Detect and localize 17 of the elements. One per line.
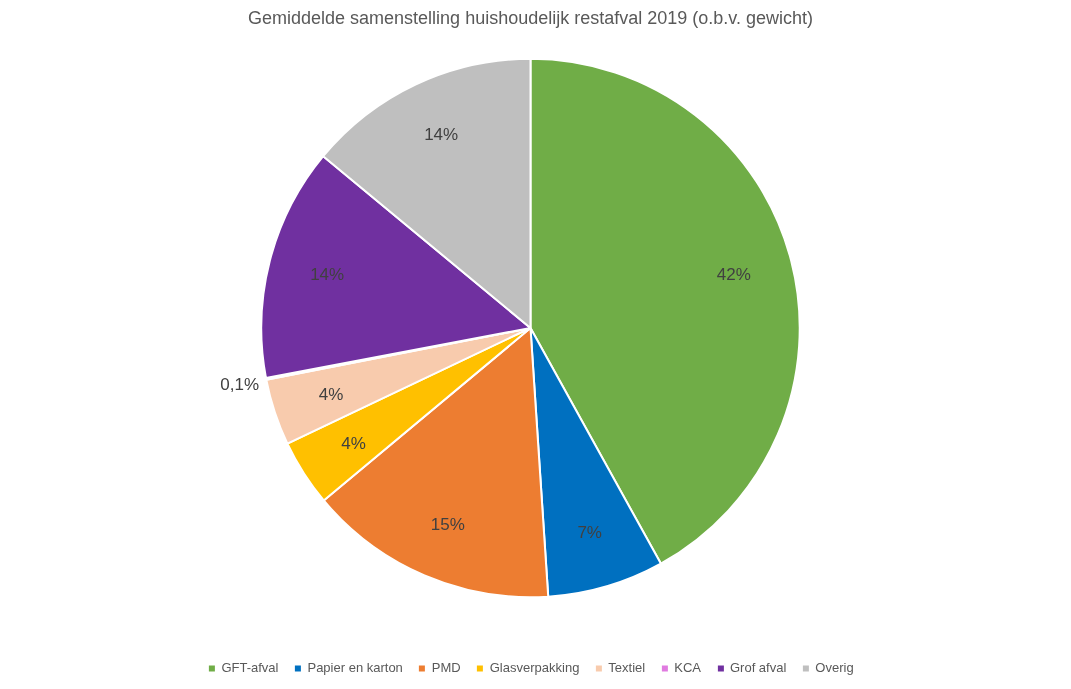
data-label: 14% (424, 125, 459, 145)
data-label: 0,1% (220, 375, 260, 395)
legend-label: Glasverpakking (489, 660, 580, 675)
chart-title: Gemiddelde samenstelling huishoudelijk restafval 2019 (o.b.v. gewicht) (248, 7, 813, 28)
legend-label: Papier en karton (307, 660, 403, 675)
data-label: 42% (716, 265, 751, 285)
data-label: 14% (310, 265, 345, 285)
data-label: 15% (430, 514, 465, 534)
legend-label: Textiel (608, 660, 646, 675)
legend-label: GFT-afval (221, 660, 279, 675)
data-label: 4% (318, 385, 344, 405)
legend-label: Overig (815, 660, 854, 675)
data-label: 7% (577, 523, 602, 543)
legend-label: Grof afval (729, 660, 787, 675)
data-label: 4% (341, 433, 366, 453)
legend-label: KCA (674, 660, 701, 675)
legend-label: PMD (431, 660, 461, 675)
